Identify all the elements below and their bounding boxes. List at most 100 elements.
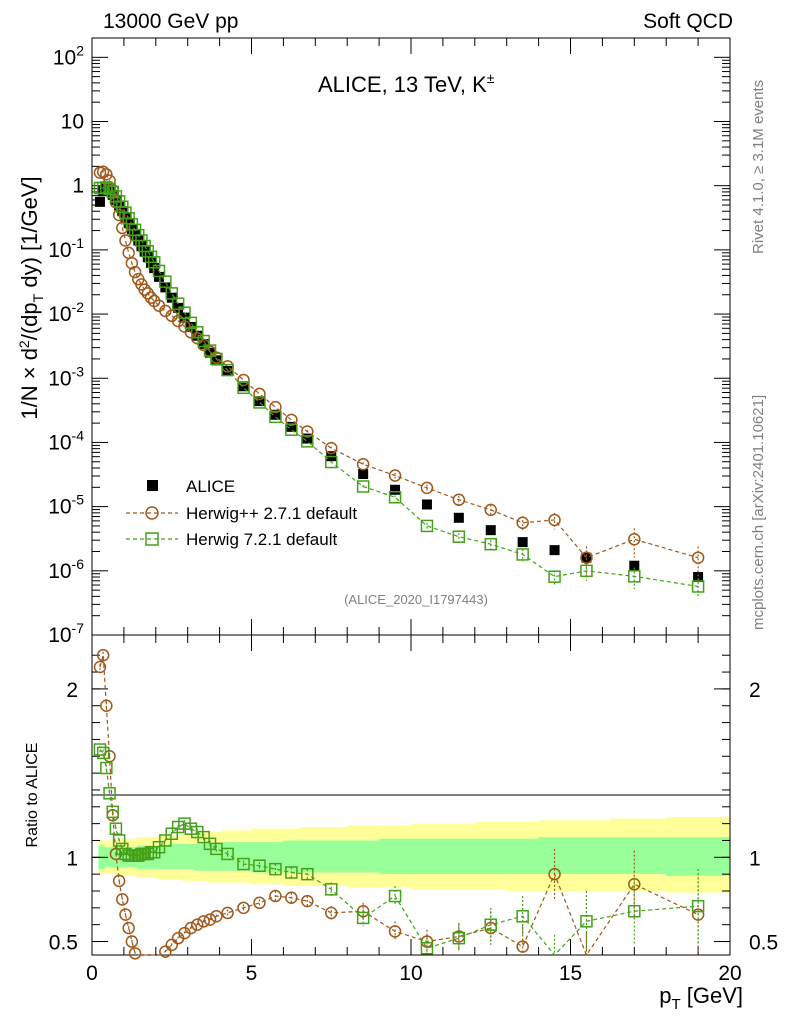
herwig7-point <box>285 423 298 436</box>
ratio-herwig7-point <box>141 847 155 861</box>
ratio-herwigpp-point <box>197 915 210 928</box>
herwig7-point <box>484 537 497 551</box>
ratio-herwig7-point <box>420 942 434 955</box>
ratio-herwig7-point <box>452 931 466 945</box>
main-y-label: 1/N × d2/(dpT dy) [1/GeV] <box>16 176 46 419</box>
ratio-herwig7-point <box>184 822 198 835</box>
herwig7-point <box>628 570 641 583</box>
ratio-y-tick-label-right: 0.5 <box>749 932 778 955</box>
herwig7-point <box>580 564 593 578</box>
ratio-uncertainty-bands <box>98 816 730 893</box>
herwig7-point <box>516 548 529 561</box>
ratio-herwigpp-point <box>96 648 110 662</box>
herwigpp-point <box>484 503 497 517</box>
herwigpp-point <box>237 373 250 387</box>
ratio-herwig7-point <box>356 911 370 925</box>
ratio-herwig7-point <box>516 910 529 923</box>
ratio-herwig7-point <box>96 746 110 760</box>
herwigpp-point <box>301 425 314 438</box>
ratio-herwig7-point <box>106 805 119 819</box>
herwigpp-point <box>122 246 135 260</box>
ratio-herwig7-point <box>269 862 282 876</box>
herwig7-point <box>178 306 191 319</box>
ratio-herwig7-point <box>301 867 314 881</box>
main-y-tick-label: 10-1 <box>48 235 84 262</box>
ratio-herwigpp-point <box>356 904 370 918</box>
ratio-herwigpp-point <box>159 945 172 958</box>
alice-point <box>629 560 640 571</box>
herwig7-point <box>106 185 119 199</box>
ratio-herwigpp-point <box>548 867 561 881</box>
ratio-herwig7-point <box>237 857 250 871</box>
ratio-herwigpp-point <box>184 921 198 935</box>
herwigpp-point <box>116 221 129 235</box>
main-y-tick-label: 1 <box>72 175 84 198</box>
x-tick-label: 5 <box>246 962 258 985</box>
herwigpp-point <box>388 469 402 482</box>
x-tick-label: 10 <box>399 962 422 985</box>
x-tick-label: 20 <box>718 962 741 985</box>
herwig7-point <box>221 363 234 377</box>
herwigpp-point <box>452 493 466 506</box>
ratio-y-tick-label-left: 1 <box>66 847 78 870</box>
main-y-tick-label: 10-6 <box>48 556 84 583</box>
legend-label-herwigpp: Herwig++ 2.7.1 default <box>186 504 357 523</box>
herwigpp-point <box>112 208 126 222</box>
herwig7-point <box>253 396 266 409</box>
ratio-herwigpp-point <box>691 908 705 921</box>
ratio-herwig7-point <box>253 859 266 872</box>
header-left: 13000 GeV pp <box>103 10 238 33</box>
x-tick-label: 15 <box>559 962 582 985</box>
herwig7-point <box>203 344 217 357</box>
herwig7-point <box>356 480 370 493</box>
alice-point <box>453 512 464 523</box>
ratio-herwig7-point <box>119 847 132 861</box>
ratio-herwigpp-point <box>221 906 234 920</box>
ratio-herwigpp-point <box>285 891 298 904</box>
herwig7-point <box>152 264 166 278</box>
ratio-herwigpp-point <box>210 910 223 923</box>
alice-point <box>390 484 401 495</box>
x-axis: 0 5 10 15 20 <box>86 38 742 985</box>
ratio-herwig7-point <box>484 918 497 931</box>
ratio-herwigpp-point <box>253 896 266 910</box>
herwig7-point <box>171 297 185 310</box>
ratio-series <box>93 648 705 960</box>
ratio-herwig7-point <box>221 847 234 861</box>
herwigpp-point <box>580 551 593 564</box>
herwigpp-point <box>125 256 139 270</box>
ratio-y-tick-label-right: 1 <box>749 847 761 870</box>
ratio-y-tick-label-left: 0.5 <box>49 932 78 955</box>
herwigpp-point <box>269 400 282 414</box>
ratio-herwig7-point <box>691 899 705 913</box>
herwig7-point <box>197 334 210 348</box>
alice-point <box>238 381 249 392</box>
herwigpp-point <box>691 551 705 564</box>
herwig7-line <box>99 186 699 588</box>
ratio-herwigpp-point <box>301 894 314 908</box>
ratio-herwigpp-point <box>122 921 135 935</box>
ratio-herwigpp-point <box>112 874 126 888</box>
alice-point <box>110 194 121 205</box>
alice-point <box>358 469 369 480</box>
ratio-herwigpp-point <box>93 660 107 674</box>
alice-point <box>192 330 203 341</box>
alice-point <box>270 409 281 420</box>
main-y-tick-label: 10-2 <box>48 299 84 326</box>
ratio-herwig7-point <box>388 889 402 903</box>
herwig7-point <box>269 410 282 424</box>
herwigpp-point <box>420 481 434 495</box>
alice-point <box>302 433 313 444</box>
ratio-herwig7-point <box>285 866 298 879</box>
ratio-y-label: Ratio to ALICE <box>24 743 41 848</box>
herwig7-point <box>103 182 116 196</box>
legend-marker-alice <box>147 480 158 491</box>
x-axis-label: pT [GeV] <box>659 983 743 1013</box>
ratio-herwigpp-point <box>203 913 217 926</box>
ratio-herwigpp-point <box>165 938 178 952</box>
main-series <box>93 165 705 599</box>
ratio-herwig7-point <box>152 840 166 854</box>
herwig7-point <box>159 275 172 288</box>
herwig7-point <box>100 181 113 194</box>
ratio-herwigpp-point <box>325 906 338 920</box>
